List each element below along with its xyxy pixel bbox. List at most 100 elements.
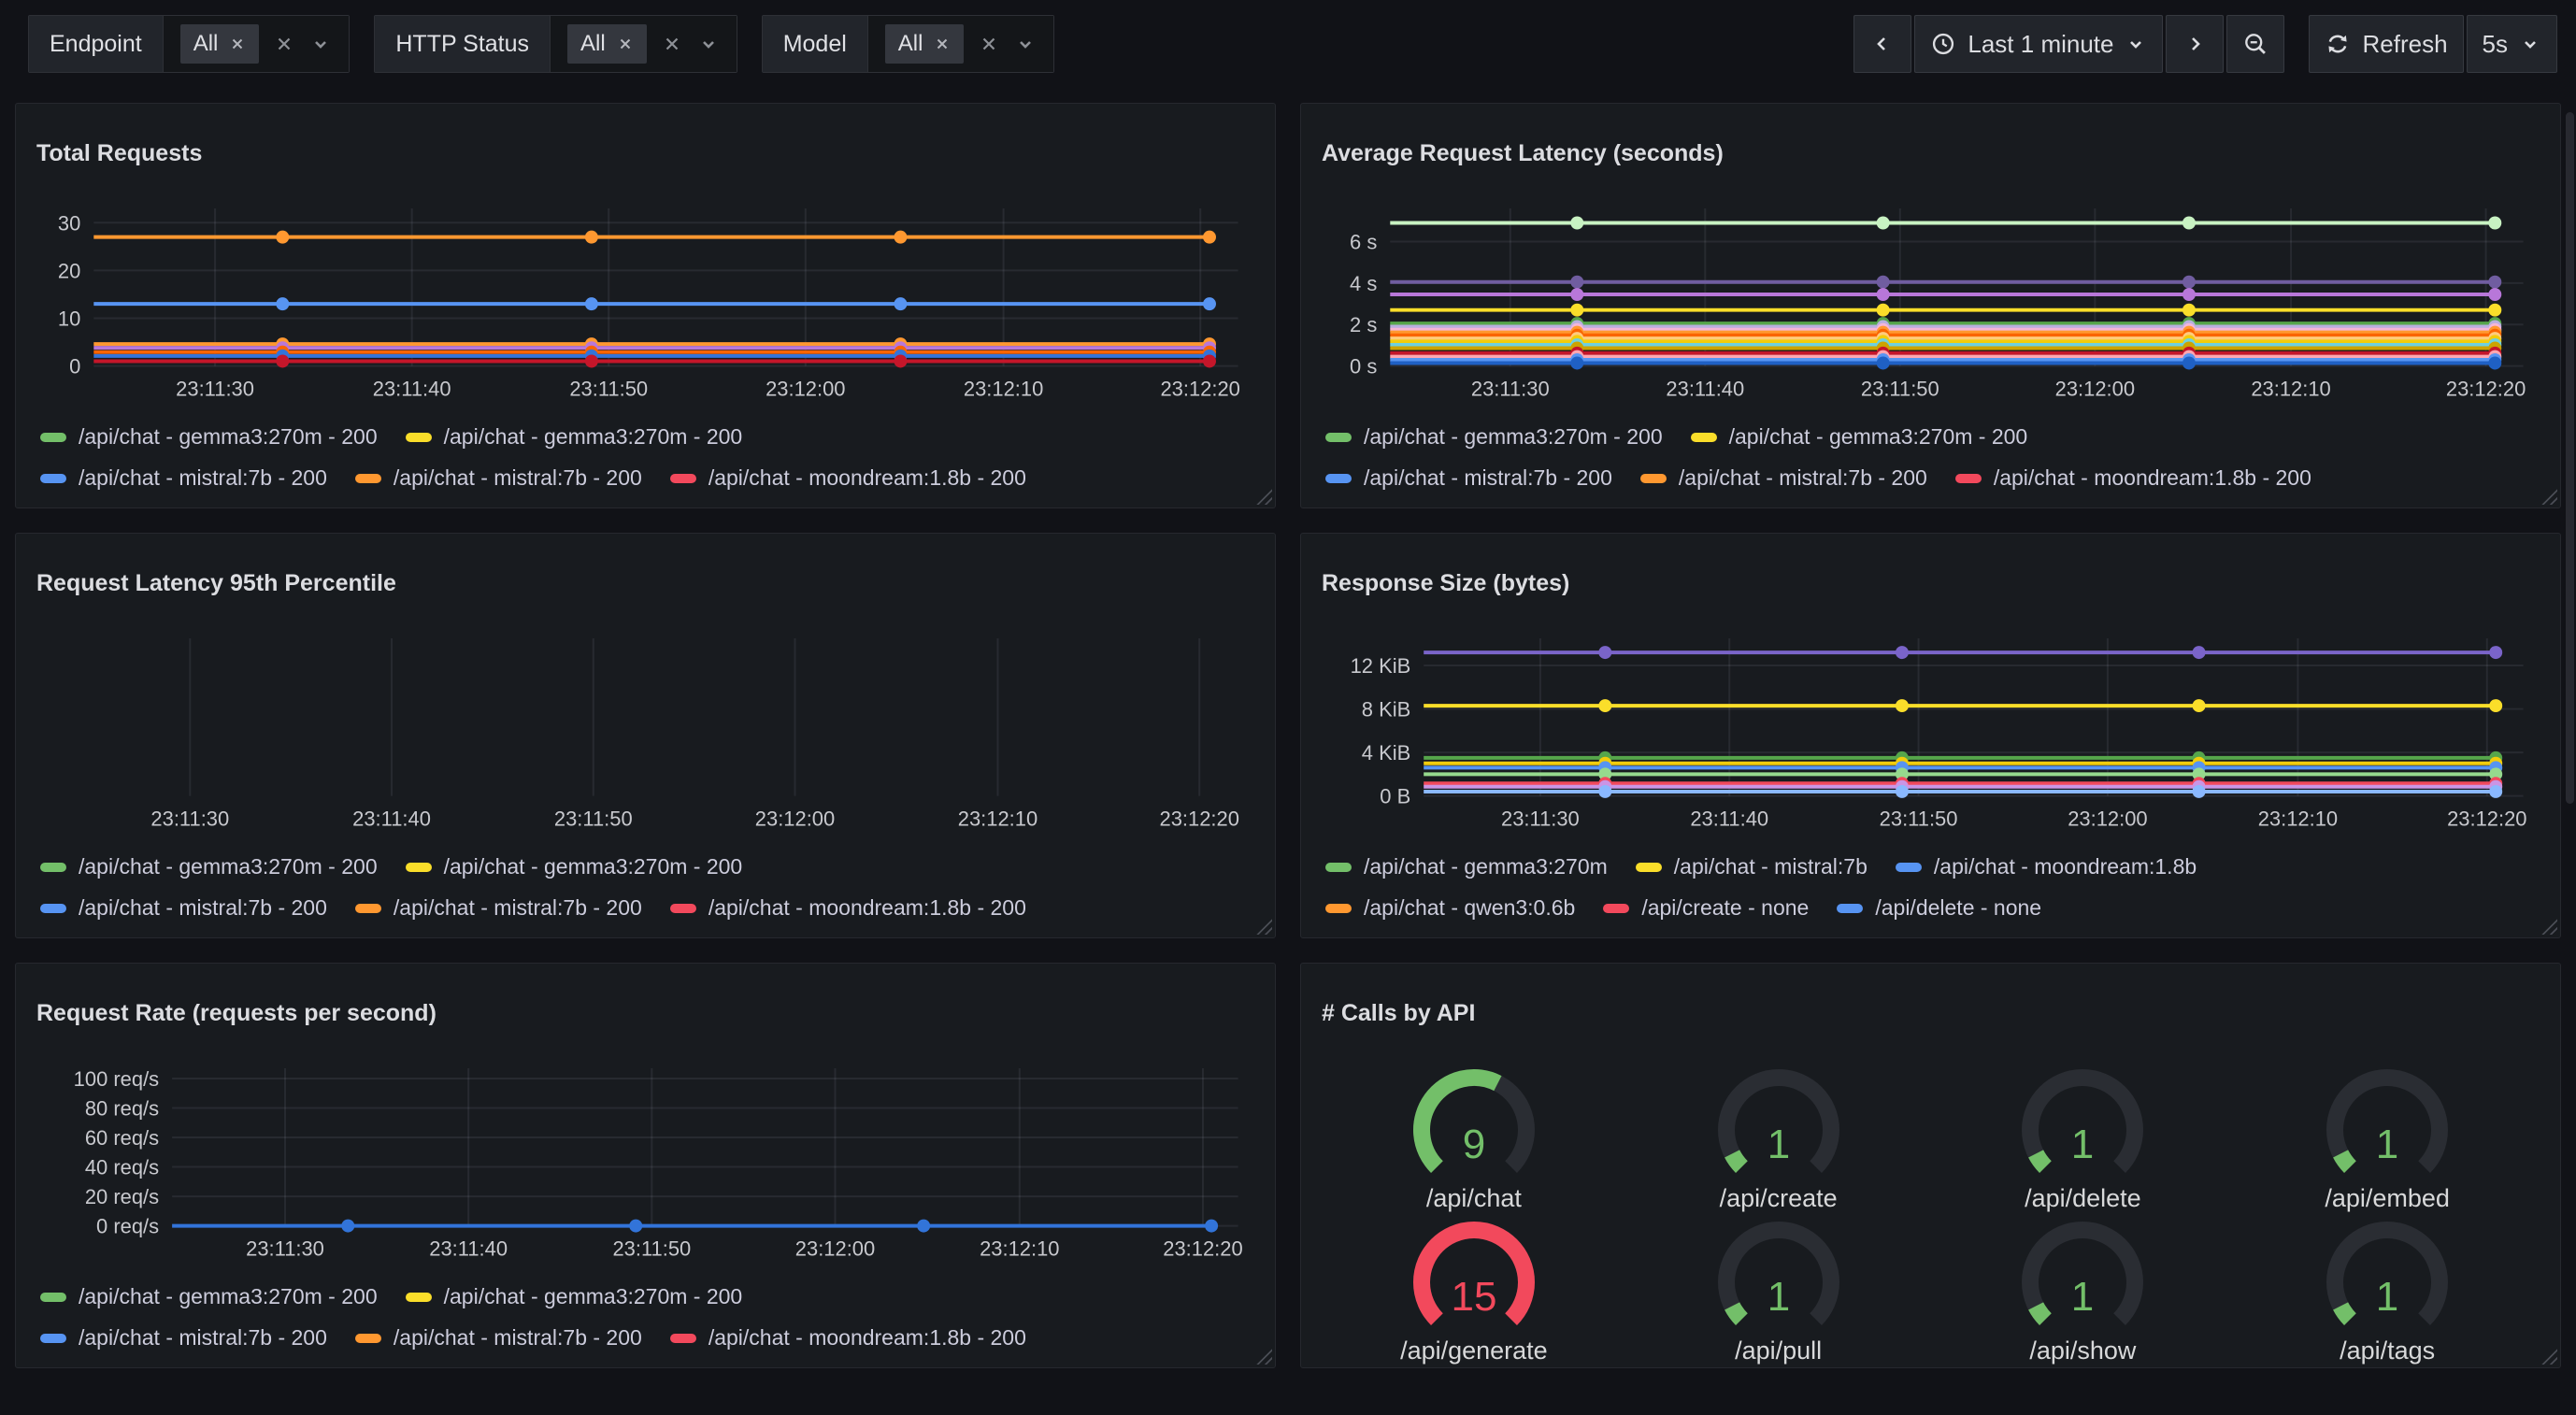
legend-item[interactable]: /api/chat - moondream:1.8b - 200	[669, 465, 1026, 491]
legend-item[interactable]: /api/chat - moondream:1.8b	[1895, 854, 2197, 879]
panel-title[interactable]: Average Request Latency (seconds)	[1322, 139, 1724, 166]
legend-item[interactable]: /api/chat - gemma3:270m - 200	[1325, 424, 1663, 450]
panel-title[interactable]: Request Latency 95th Percentile	[36, 569, 396, 596]
legend-item[interactable]: /api/chat - gemma3:270m - 200	[40, 424, 378, 450]
filter-value-picker[interactable]: All	[163, 16, 350, 72]
legend-item[interactable]: /api/create - none	[1603, 895, 1809, 921]
chart-legend: /api/chat - gemma3:270m - 200/api/chat -…	[36, 407, 1254, 496]
panel-request-rate: Request Rate (requests per second) 23:11…	[15, 963, 1276, 1368]
chart-legend: /api/chat - gemma3:270m/api/chat - mistr…	[1322, 836, 2540, 926]
filter-endpoint: Endpoint All	[28, 15, 351, 73]
legend-swatch	[1325, 903, 1352, 913]
legend-item[interactable]: /api/chat - mistral:7b - 200	[40, 465, 327, 491]
gauge-arc: 1	[2022, 1068, 2144, 1173]
legend-item[interactable]: /api/chat - gemma3:270m - 200	[405, 1284, 742, 1309]
legend-item[interactable]: /api/chat - gemma3:270m - 200	[405, 854, 742, 879]
legend-row: /api/chat - gemma3:270m - 200/api/chat -…	[40, 1284, 1251, 1309]
legend-item[interactable]: /api/chat - moondream:1.8b - 200	[1954, 465, 2311, 491]
panel-resize-handle[interactable]	[2540, 1348, 2557, 1365]
panel-title[interactable]: Total Requests	[36, 139, 203, 166]
svg-text:80 req/s: 80 req/s	[85, 1096, 159, 1120]
legend-swatch	[405, 862, 432, 872]
legend-item[interactable]: /api/chat - qwen3:0.6b	[1325, 895, 1575, 921]
time-series-chart[interactable]: 23:11:30 23:11:40 23:11:50 23:12:00 23:12:10…	[36, 1055, 1254, 1267]
chevron-down-icon[interactable]	[309, 33, 332, 55]
legend-label: /api/chat - mistral:7b - 200	[79, 895, 327, 920]
legend-swatch	[354, 903, 381, 913]
chip-text: All	[897, 31, 923, 56]
panel-title[interactable]: # Calls by API	[1322, 999, 1476, 1026]
filter-selected-chip[interactable]: All	[884, 24, 965, 64]
legend-swatch	[1325, 862, 1352, 872]
time-shift-back-button[interactable]	[1853, 15, 1912, 73]
legend-item[interactable]: /api/chat - mistral:7b	[1635, 854, 1868, 879]
scrollbar-thumb[interactable]	[2566, 112, 2574, 804]
legend-swatch	[1639, 473, 1667, 483]
svg-text:4 KiB: 4 KiB	[1362, 741, 1410, 765]
legend-swatch	[40, 862, 66, 872]
time-series-chart[interactable]: 23:11:30 23:11:40 23:11:50 23:12:00 23:12:10…	[1322, 195, 2540, 407]
legend-swatch	[1635, 862, 1662, 872]
svg-text:23:12:00: 23:12:00	[795, 1236, 875, 1260]
panel-resize-handle[interactable]	[2540, 918, 2557, 935]
chevron-down-icon[interactable]	[1014, 33, 1037, 55]
refresh-interval-label: 5s	[2482, 29, 2508, 58]
time-range-label: Last 1 minute	[1968, 29, 2114, 58]
legend-item[interactable]: /api/chat - gemma3:270m - 200	[1690, 424, 2028, 450]
time-series-chart[interactable]: 23:11:30 23:11:40 23:11:50 23:12:00 23:12:10…	[36, 625, 1254, 837]
panel-resize-handle[interactable]	[2540, 488, 2557, 505]
legend-item[interactable]: /api/chat - mistral:7b - 200	[354, 1325, 642, 1351]
legend-label: /api/chat - gemma3:270m - 200	[1728, 424, 2028, 449]
panel-resize-handle[interactable]	[1255, 488, 1272, 505]
filter-value-picker[interactable]: All	[551, 16, 737, 72]
panel-resize-handle[interactable]	[1255, 918, 1272, 935]
clear-all-icon[interactable]	[979, 34, 999, 54]
time-shift-forward-button[interactable]	[2166, 15, 2225, 73]
legend-item[interactable]: /api/chat - gemma3:270m - 200	[405, 424, 742, 450]
filter-selected-chip[interactable]: All	[567, 24, 647, 64]
legend-item[interactable]: /api/chat - moondream:1.8b - 200	[669, 1325, 1026, 1351]
legend-item[interactable]: /api/chat - mistral:7b - 200	[1325, 465, 1612, 491]
remove-chip-icon[interactable]	[229, 36, 246, 52]
filter-selected-chip[interactable]: All	[179, 24, 260, 64]
legend-item[interactable]: /api/chat - mistral:7b - 200	[40, 895, 327, 921]
gauge-api-create: 1/api/create	[1626, 1061, 1931, 1213]
zoom-out-time-button[interactable]	[2226, 15, 2285, 73]
legend-item[interactable]: /api/chat - mistral:7b - 200	[354, 465, 642, 491]
time-range-picker-button[interactable]: Last 1 minute	[1914, 15, 2164, 73]
svg-text:23:12:10: 23:12:10	[958, 807, 1038, 830]
legend-item[interactable]: /api/chat - gemma3:270m - 200	[40, 1284, 378, 1309]
remove-chip-icon[interactable]	[934, 36, 951, 52]
panel-resize-handle[interactable]	[1255, 1348, 1272, 1365]
legend-item[interactable]: /api/chat - moondream:1.8b - 200	[669, 895, 1026, 921]
refresh-interval-button[interactable]: 5s	[2466, 15, 2557, 73]
time-series-chart[interactable]: 23:11:30 23:11:40 23:11:50 23:12:00 23:12:10…	[1322, 625, 2540, 837]
legend-item[interactable]: /api/chat - gemma3:270m - 200	[40, 854, 378, 879]
legend-item[interactable]: /api/chat - mistral:7b - 200	[354, 895, 642, 921]
legend-item[interactable]: /api/chat - mistral:7b - 200	[40, 1325, 327, 1351]
svg-text:40 req/s: 40 req/s	[85, 1155, 159, 1179]
legend-item[interactable]: /api/delete - none	[1837, 895, 2041, 921]
chart-legend: /api/chat - gemma3:270m - 200/api/chat -…	[36, 836, 1254, 926]
chevron-right-icon	[2192, 37, 2201, 50]
remove-chip-icon[interactable]	[617, 36, 634, 52]
legend-label: /api/chat - gemma3:270m - 200	[79, 424, 378, 449]
gauge-label: /api/delete	[2025, 1183, 2141, 1212]
svg-text:23:11:50: 23:11:50	[612, 1236, 691, 1260]
panel-title[interactable]: Request Rate (requests per second)	[36, 999, 436, 1026]
chevron-down-icon[interactable]	[697, 33, 720, 55]
filter-http-status: HTTP Status All	[374, 15, 737, 73]
clear-all-icon[interactable]	[662, 34, 682, 54]
clear-all-icon[interactable]	[274, 34, 294, 54]
panel-title[interactable]: Response Size (bytes)	[1322, 569, 1570, 596]
refresh-button[interactable]: Refresh	[2309, 15, 2464, 73]
filter-model: Model All	[761, 15, 1055, 73]
svg-text:23:11:40: 23:11:40	[429, 1236, 508, 1260]
svg-text:1: 1	[2376, 1122, 2398, 1167]
time-series-chart[interactable]: 23:11:30 23:11:40 23:11:50 23:12:00 23:12:10…	[36, 195, 1254, 407]
legend-item[interactable]: /api/chat - gemma3:270m	[1325, 854, 1608, 879]
legend-row: /api/chat - mistral:7b - 200/api/chat - …	[1325, 465, 2536, 491]
filter-value-picker[interactable]: All	[867, 16, 1054, 72]
legend-label: /api/chat - mistral:7b - 200	[393, 1325, 642, 1350]
legend-item[interactable]: /api/chat - mistral:7b - 200	[1639, 465, 1927, 491]
